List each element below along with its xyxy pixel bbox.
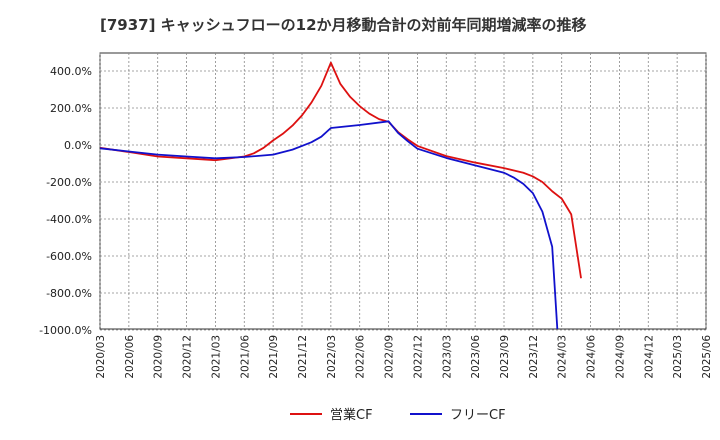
legend-label: フリーCF xyxy=(450,408,506,423)
x-tick-label: 2023/09 xyxy=(499,335,511,379)
y-tick-label: 200.0% xyxy=(50,102,92,115)
series-line-free-cf xyxy=(100,120,559,329)
legend-label: 営業CF xyxy=(330,407,373,423)
series-line-operating-cf xyxy=(100,61,582,279)
x-tick-label: 2021/06 xyxy=(239,335,251,379)
x-tick-label: 2022/12 xyxy=(412,335,424,379)
x-tick-label: 2024/06 xyxy=(586,335,598,379)
x-tick-label: 2024/12 xyxy=(643,335,655,379)
chart-title: [7937] キャッシュフローの12か月移動合計の対前年同期増減率の推移 xyxy=(100,16,587,34)
y-tick-label: -200.0% xyxy=(46,176,92,189)
x-tick-label: 2023/06 xyxy=(470,335,482,379)
x-tick-label: 2020/03 xyxy=(95,335,107,379)
y-tick-label: -800.0% xyxy=(46,287,92,300)
x-tick-label: 2023/12 xyxy=(528,335,540,379)
x-tick-label: 2022/03 xyxy=(326,335,338,379)
plot-area xyxy=(99,52,707,330)
x-tick-label: 2022/09 xyxy=(384,335,396,379)
x-tick-label: 2021/09 xyxy=(268,335,280,379)
x-tick-label: 2024/03 xyxy=(557,335,569,379)
y-tick-label: 400.0% xyxy=(50,65,92,78)
y-tick-label: -400.0% xyxy=(46,213,92,226)
x-tick-label: 2021/12 xyxy=(297,335,309,379)
x-tick-label: 2021/03 xyxy=(210,335,222,379)
x-tick-label: 2020/06 xyxy=(124,335,136,379)
x-tick-label: 2023/03 xyxy=(441,335,453,379)
x-tick-label: 2020/12 xyxy=(182,335,194,379)
y-tick-label: -600.0% xyxy=(46,250,92,263)
y-tick-label: 0.0% xyxy=(64,139,92,152)
x-tick-label: 2024/09 xyxy=(614,335,626,379)
x-tick-label: 2020/09 xyxy=(153,335,165,379)
x-tick-label: 2025/03 xyxy=(672,335,684,379)
x-tick-label: 2022/06 xyxy=(355,335,367,379)
x-tick-label: 2025/06 xyxy=(701,335,713,379)
y-tick-label: -1000.0% xyxy=(39,324,92,337)
